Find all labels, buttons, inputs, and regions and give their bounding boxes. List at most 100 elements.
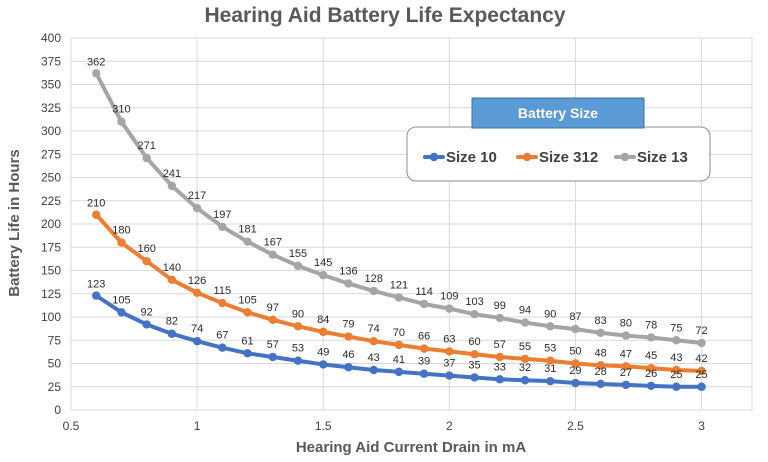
x-tick-label: 1 [194, 419, 201, 433]
data-point [596, 328, 605, 338]
data-point [495, 313, 504, 323]
data-point [646, 363, 656, 373]
legend-label: Size 13 [637, 149, 688, 166]
data-point [697, 338, 706, 348]
data-label: 45 [645, 350, 657, 362]
y-tick-label: 350 [41, 78, 61, 92]
data-point [167, 275, 177, 284]
data-label: 37 [443, 358, 455, 370]
data-point [344, 363, 353, 372]
data-point [445, 304, 454, 313]
data-label: 271 [137, 140, 155, 152]
data-point [319, 327, 328, 337]
data-point [218, 343, 227, 352]
y-axis-title: Battery Life in Hours [6, 149, 23, 297]
data-label: 53 [292, 343, 304, 355]
data-label: 180 [112, 225, 130, 237]
data-label: 42 [695, 353, 707, 365]
data-point [344, 332, 353, 341]
data-label: 241 [163, 168, 181, 180]
data-point [621, 362, 631, 371]
data-point [445, 347, 454, 356]
data-label: 32 [519, 362, 531, 374]
data-point [646, 381, 656, 391]
data-point [672, 382, 681, 391]
data-label: 74 [191, 323, 203, 335]
data-point [92, 69, 101, 78]
data-label: 63 [443, 333, 455, 345]
data-label: 75 [670, 322, 682, 334]
chart-title: Hearing Aid Battery Life Expectancy [205, 4, 566, 27]
y-tick-label: 400 [41, 31, 61, 45]
y-tick-label: 0 [54, 403, 61, 417]
data-label-layer: 123 105 92 82 74 67 61 57 53 49 46 43 41 39 37 35 33 32 31… [87, 56, 708, 380]
data-label: 310 [112, 104, 130, 116]
data-label: 105 [112, 294, 130, 306]
data-point [369, 336, 378, 346]
data-point [369, 286, 378, 296]
data-point [520, 318, 530, 327]
data-label: 78 [645, 319, 657, 331]
y-tick-label: 225 [41, 194, 61, 208]
legend-label: Size 312 [539, 149, 598, 166]
data-point [192, 203, 202, 213]
data-label: 57 [494, 339, 506, 351]
data-label: 128 [364, 273, 382, 285]
legend-label: Size 10 [446, 149, 497, 166]
data-point [293, 356, 303, 365]
data-point [394, 293, 404, 302]
data-point [596, 361, 605, 370]
data-point [293, 261, 303, 271]
data-point [571, 359, 580, 368]
data-label: 94 [519, 305, 531, 317]
x-tick-label: 2.5 [567, 419, 584, 433]
y-tick-label: 75 [48, 333, 62, 347]
data-point [243, 349, 252, 358]
data-point [293, 322, 303, 331]
data-point [596, 379, 605, 389]
data-label: 46 [342, 349, 354, 361]
data-label: 145 [314, 257, 332, 269]
data-point [646, 333, 656, 342]
data-point [117, 308, 126, 317]
data-point [470, 310, 479, 319]
data-label: 90 [544, 308, 556, 320]
y-tick-label: 375 [41, 54, 61, 68]
data-point [470, 350, 479, 359]
data-label: 80 [620, 318, 632, 330]
data-label: 33 [494, 361, 506, 373]
data-label: 35 [468, 359, 480, 371]
x-tick-label: 0.5 [63, 419, 80, 433]
data-label: 50 [569, 346, 581, 358]
data-point [218, 298, 227, 308]
data-point [697, 382, 706, 391]
data-label: 99 [494, 300, 506, 312]
data-label: 92 [141, 306, 153, 318]
data-point [192, 288, 202, 298]
data-label: 67 [216, 330, 228, 342]
data-label: 87 [569, 311, 581, 323]
legend-marker [429, 152, 439, 162]
data-point [672, 365, 681, 375]
data-point [319, 270, 328, 280]
y-tick-label: 200 [41, 217, 61, 231]
data-label: 136 [339, 266, 357, 278]
y-tick-label: 125 [41, 287, 61, 301]
data-point [268, 250, 277, 259]
data-label: 48 [595, 347, 607, 359]
y-tick-label: 100 [41, 310, 61, 324]
data-label: 66 [418, 331, 430, 343]
legend: Battery Size Size 10 Size 312 Size 13 [406, 97, 711, 182]
data-label: 70 [393, 327, 405, 339]
series-layer [92, 69, 706, 391]
data-point [192, 336, 202, 346]
legend-marker [620, 152, 630, 162]
axis-layer: 0255075100125150175200225250275300325350… [41, 31, 705, 433]
data-point [117, 117, 126, 126]
y-tick-label: 25 [48, 380, 62, 394]
data-label: 41 [393, 354, 405, 366]
data-point [546, 356, 555, 365]
data-point [672, 336, 681, 345]
data-point [369, 365, 378, 375]
